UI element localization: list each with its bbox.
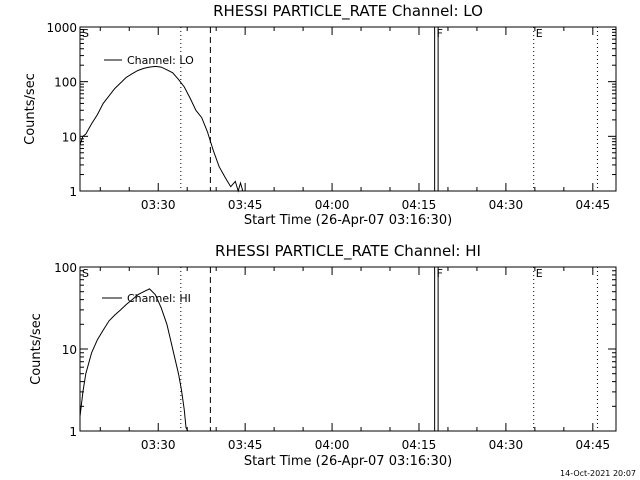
chart-lo: RHESSI PARTICLE_RATE Channel: LO Counts/…	[23, 2, 617, 228]
marker-label: F	[437, 267, 443, 280]
x-tick-label: 04:00	[315, 198, 350, 212]
y-axis-label: Counts/sec	[29, 313, 44, 385]
marker-label: S	[82, 27, 89, 40]
x-axis-label: Start Time (26-Apr-07 03:16:30)	[244, 213, 452, 228]
series-layer	[79, 65, 246, 193]
legend-label: Channel: HI	[127, 292, 191, 305]
y-tick-label: 100	[54, 76, 77, 90]
x-tick-label: 03:30	[141, 438, 176, 452]
x-tick-label: 04:30	[489, 438, 524, 452]
y-tick-label: 10	[62, 343, 77, 357]
axes: 1 10 100 1000 03:30 03:45 04:00 04:15 04:30 04:45	[46, 21, 616, 212]
series-line	[79, 65, 246, 193]
x-axis-label: Start Time (26-Apr-07 03:16:30)	[244, 454, 452, 469]
x-tick-label: 04:30	[489, 198, 524, 212]
x-tick-label: 03:45	[228, 198, 263, 212]
series-layer	[79, 288, 192, 432]
chart-title: RHESSI PARTICLE_RATE Channel: LO	[213, 2, 483, 21]
chart-title: RHESSI PARTICLE_RATE Channel: HI	[215, 242, 481, 261]
chart-hi: RHESSI PARTICLE_RATE Channel: HI Counts/…	[29, 242, 617, 469]
axes: 1 10 100 03:30 03:45 04:00 04:15 04:30 04:45	[54, 261, 616, 452]
x-tick-label: 04:45	[576, 198, 611, 212]
series-line	[79, 288, 192, 432]
y-tick-label: 1	[69, 425, 77, 439]
x-tick-label: 04:15	[402, 198, 437, 212]
x-tick-label: 03:45	[228, 438, 263, 452]
x-tick-label: 04:00	[315, 438, 350, 452]
x-tick-label: 04:45	[576, 438, 611, 452]
marker-label: E	[536, 27, 543, 40]
marker-label: E	[536, 267, 543, 280]
legend-label: Channel: LO	[127, 54, 194, 67]
y-tick-label: 1	[69, 185, 77, 199]
plot-frame	[79, 26, 617, 192]
y-tick-label: 100	[54, 261, 77, 275]
marker-label: S	[82, 267, 89, 280]
marker-label: F	[437, 27, 443, 40]
x-tick-label: 03:30	[141, 198, 176, 212]
footer-timestamp: 14-Oct-2021 20:07	[560, 469, 636, 478]
y-tick-label: 1000	[46, 21, 77, 35]
x-tick-label: 04:15	[402, 438, 437, 452]
y-tick-label: 10	[62, 130, 77, 144]
y-axis-label: Counts/sec	[23, 73, 38, 145]
